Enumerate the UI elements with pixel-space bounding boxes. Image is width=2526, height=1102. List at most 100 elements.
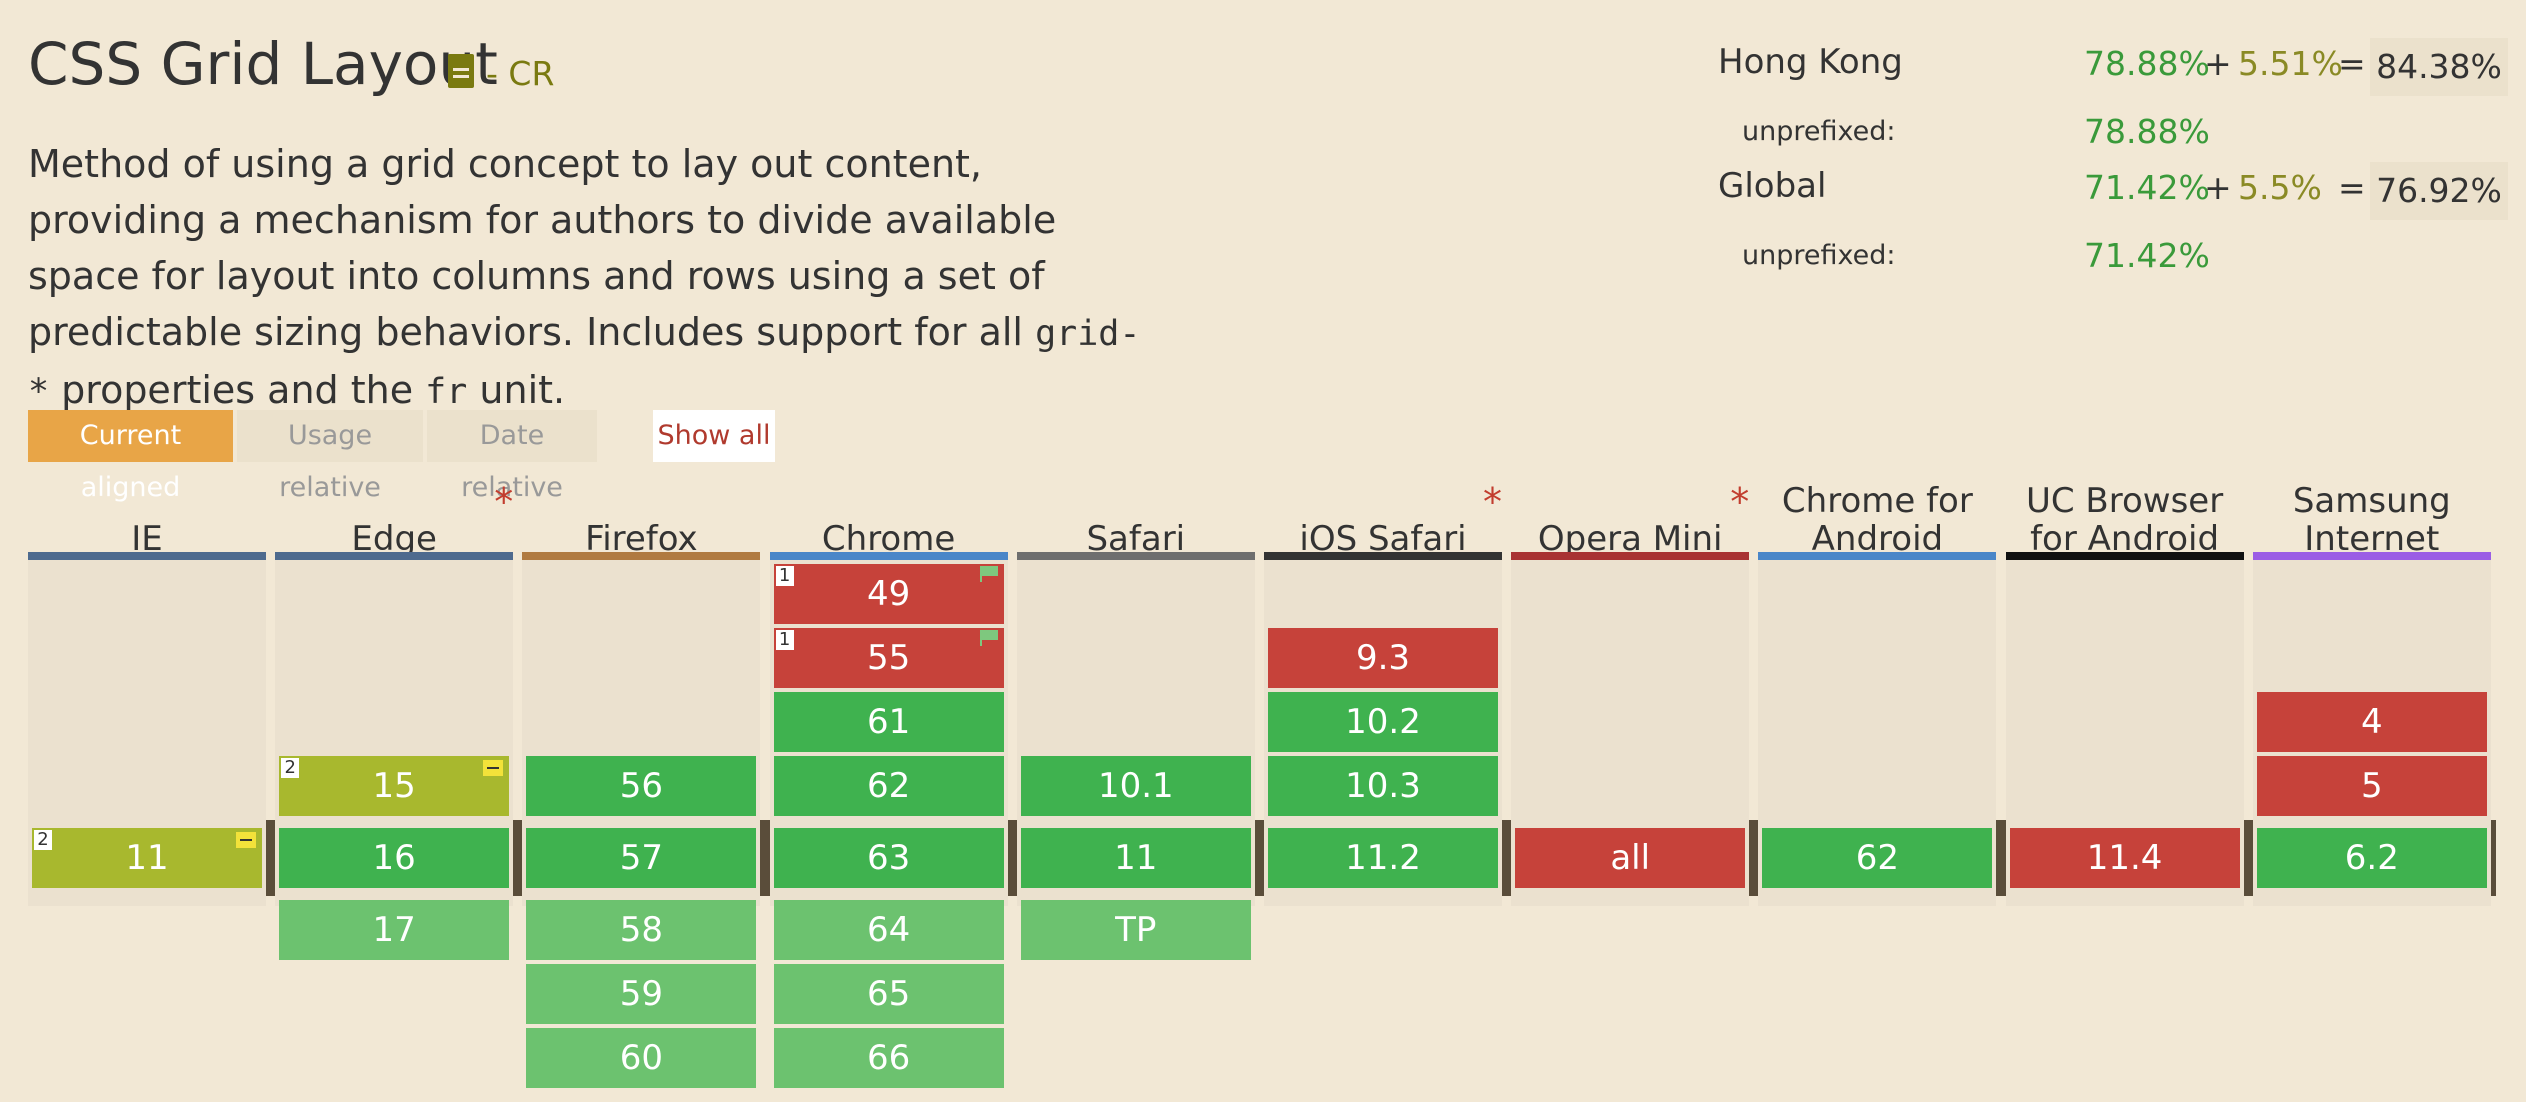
version-cell-current[interactable]: 57	[526, 828, 757, 888]
version-label: 58	[619, 910, 664, 950]
footnote-badge: 2	[34, 830, 52, 850]
version-cell-current[interactable]: 63	[773, 828, 1004, 888]
version-cell[interactable]: 10.2	[1268, 692, 1498, 752]
version-cell[interactable]: 15 2	[279, 756, 510, 816]
version-cell[interactable]: 10.3	[1268, 756, 1498, 816]
version-label: 57	[619, 838, 664, 878]
version-label: 66	[866, 1038, 911, 1078]
version-label: 63	[866, 838, 911, 878]
notes-asterisk-icon[interactable]: *	[494, 480, 514, 524]
version-label: 10.2	[1345, 702, 1421, 742]
usage-region-label: Hong Kong	[1718, 42, 1903, 82]
version-label: 11	[125, 838, 169, 878]
version-cell[interactable]: 66	[773, 1028, 1004, 1088]
browser-color-bar	[1758, 552, 1997, 560]
version-cell-current[interactable]: 11.2	[1268, 828, 1498, 888]
version-cell[interactable]: 62	[773, 756, 1004, 816]
footnote-badge: 2	[281, 758, 300, 778]
version-label: 61	[866, 702, 911, 742]
version-label: 11	[1114, 838, 1158, 878]
version-label: 10.1	[1097, 766, 1174, 806]
feature-description: Method of using a grid concept to lay ou…	[28, 142, 1141, 412]
prefix-minus-icon	[236, 832, 256, 848]
version-label: TP	[1115, 910, 1157, 950]
version-label: 62	[866, 766, 911, 806]
version-label: 56	[619, 766, 664, 806]
usage-full-support: 78.88%	[2084, 44, 2210, 83]
usage-plus: +	[2204, 44, 2232, 83]
usage-partial-support: 5.51%	[2238, 44, 2343, 83]
notes-asterisk-icon[interactable]: *	[1483, 480, 1502, 524]
version-cell[interactable]: 60	[526, 1028, 757, 1088]
tab-date-relative[interactable]: Date relative	[427, 410, 597, 503]
version-cell-current[interactable]: 11 2	[32, 828, 262, 888]
version-cell[interactable]: 55 1	[773, 628, 1004, 688]
feature-title: CSS Grid Layout	[28, 30, 498, 98]
version-label: 65	[866, 974, 911, 1014]
tab-usage-relative[interactable]: Usage relative	[237, 410, 423, 503]
version-label: 5	[2360, 766, 2383, 806]
version-label: 11.2	[1345, 838, 1421, 878]
usage-row-unprefixed: unprefixed: 71.42%	[1718, 230, 2508, 280]
spec-status[interactable]: - CR	[486, 54, 555, 93]
usage-equals: =	[2338, 168, 2366, 207]
version-cell-current[interactable]: all	[1515, 828, 1746, 888]
version-cell-current[interactable]: 16	[279, 828, 510, 888]
version-label: 16	[372, 838, 416, 878]
browser-name: IE	[131, 519, 163, 559]
usage-unprefixed-label: unprefixed:	[1742, 116, 1896, 147]
usage-total: 76.92%	[2370, 162, 2508, 220]
version-cell[interactable]: 65	[773, 964, 1004, 1024]
version-cell[interactable]: 49 1	[773, 564, 1004, 624]
browser-name: Samsung Internet	[2292, 481, 2451, 559]
usage-row-unprefixed: unprefixed: 78.88%	[1718, 106, 2508, 156]
footnote-badge: 1	[775, 566, 794, 586]
version-cell-current[interactable]: 11	[1020, 828, 1251, 888]
browser-name: Chrome for Android	[1781, 481, 1973, 559]
version-cell[interactable]: 64	[773, 900, 1004, 960]
browser-name: UC Browser for Android	[2025, 481, 2224, 559]
usage-plus: +	[2204, 168, 2232, 207]
version-cell[interactable]: 58	[526, 900, 757, 960]
usage-total: 84.38%	[2370, 38, 2508, 96]
version-label: 9.3	[1355, 638, 1411, 678]
version-cell[interactable]: 56	[526, 756, 757, 816]
version-cell[interactable]: TP	[1020, 900, 1251, 960]
version-cell-current[interactable]: 11.4	[2009, 828, 2240, 888]
version-cell[interactable]: 17	[279, 900, 510, 960]
browser-name: Opera Mini	[1537, 519, 1723, 559]
version-label: 4	[2360, 702, 2383, 742]
version-cell-current[interactable]: 6.2	[2256, 828, 2487, 888]
version-label: 64	[866, 910, 911, 950]
browser-color-bar	[28, 552, 266, 560]
browser-name: iOS Safari	[1299, 519, 1467, 559]
version-cell[interactable]: 59	[526, 964, 757, 1024]
browser-color-bar	[1264, 552, 1502, 560]
usage-unprefixed-value: 78.88%	[2084, 112, 2210, 151]
browser-color-bar	[522, 552, 761, 560]
usage-full-support: 71.42%	[2084, 168, 2210, 207]
footnote-badge: 1	[775, 630, 794, 650]
browser-color-bar	[769, 552, 1008, 560]
version-cell[interactable]: 10.1	[1020, 756, 1251, 816]
version-label: all	[1610, 838, 1651, 878]
version-label: 17	[372, 910, 416, 950]
version-cell[interactable]: 5	[2256, 756, 2487, 816]
usage-partial-support: 5.5%	[2238, 168, 2322, 207]
browser-color-bar	[275, 552, 514, 560]
version-label: 10.3	[1345, 766, 1421, 806]
version-cell[interactable]: 61	[773, 692, 1004, 752]
spec-document-icon[interactable]	[448, 54, 474, 88]
prefix-minus-icon	[483, 760, 504, 776]
version-cell[interactable]: 9.3	[1268, 628, 1498, 688]
version-label: 49	[866, 574, 911, 614]
notes-asterisk-icon[interactable]: *	[1730, 480, 1750, 524]
show-all-button[interactable]: Show all	[653, 410, 775, 462]
version-cell-current[interactable]: 62	[1762, 828, 1993, 888]
version-cell[interactable]: 4	[2256, 692, 2487, 752]
version-label: 15	[372, 766, 416, 806]
tab-current-aligned[interactable]: Current aligned	[28, 410, 233, 503]
version-label: 6.2	[2344, 838, 2399, 878]
flag-icon	[979, 630, 998, 646]
usage-unprefixed-value: 71.42%	[2084, 236, 2210, 275]
